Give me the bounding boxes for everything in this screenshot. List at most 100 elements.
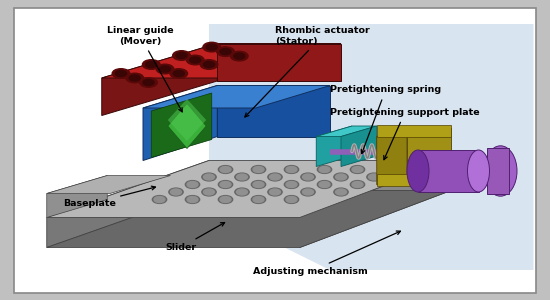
Circle shape: [352, 182, 363, 188]
Circle shape: [317, 166, 332, 173]
Polygon shape: [102, 44, 217, 116]
Circle shape: [202, 188, 216, 196]
Circle shape: [253, 167, 264, 172]
Circle shape: [129, 75, 140, 81]
Circle shape: [187, 182, 198, 188]
Circle shape: [154, 196, 165, 202]
Polygon shape: [47, 190, 451, 248]
Circle shape: [204, 189, 214, 195]
Circle shape: [350, 166, 365, 173]
Circle shape: [160, 66, 170, 72]
Circle shape: [176, 52, 187, 59]
Polygon shape: [316, 126, 377, 136]
Text: Pretightening support plate: Pretightening support plate: [330, 108, 480, 160]
Circle shape: [336, 174, 346, 180]
Circle shape: [270, 174, 280, 180]
Polygon shape: [47, 160, 451, 218]
Polygon shape: [47, 176, 107, 218]
Polygon shape: [168, 99, 206, 141]
Polygon shape: [316, 126, 352, 167]
Polygon shape: [168, 103, 206, 148]
Polygon shape: [102, 44, 341, 78]
Polygon shape: [217, 85, 330, 136]
Polygon shape: [377, 174, 451, 186]
Circle shape: [235, 173, 249, 181]
Circle shape: [203, 42, 221, 52]
Circle shape: [302, 174, 313, 180]
Circle shape: [116, 70, 127, 76]
Circle shape: [190, 57, 201, 63]
Polygon shape: [377, 128, 451, 136]
Circle shape: [220, 49, 231, 55]
Circle shape: [218, 196, 233, 203]
Text: Slider: Slider: [165, 223, 224, 252]
Circle shape: [336, 189, 346, 195]
Circle shape: [173, 70, 184, 76]
Circle shape: [235, 188, 249, 196]
Circle shape: [156, 64, 174, 74]
Text: Baseplate: Baseplate: [63, 186, 156, 208]
Circle shape: [202, 173, 216, 181]
Circle shape: [220, 182, 231, 188]
Polygon shape: [143, 85, 330, 108]
Circle shape: [204, 174, 214, 180]
Circle shape: [251, 196, 266, 203]
Circle shape: [187, 196, 198, 202]
Circle shape: [334, 173, 348, 181]
Polygon shape: [300, 160, 451, 247]
Circle shape: [270, 189, 280, 195]
Circle shape: [284, 196, 299, 203]
Circle shape: [251, 166, 266, 173]
Polygon shape: [407, 128, 451, 176]
Circle shape: [352, 167, 363, 172]
Circle shape: [251, 181, 266, 188]
Circle shape: [253, 182, 264, 188]
Circle shape: [146, 61, 157, 68]
Polygon shape: [377, 124, 451, 136]
Circle shape: [140, 78, 157, 87]
Circle shape: [302, 189, 313, 195]
Circle shape: [234, 53, 245, 59]
Circle shape: [218, 181, 233, 188]
Polygon shape: [377, 128, 407, 184]
Circle shape: [170, 69, 188, 78]
Circle shape: [200, 60, 218, 69]
Ellipse shape: [407, 150, 429, 192]
Polygon shape: [377, 176, 451, 184]
Circle shape: [368, 174, 379, 180]
FancyBboxPatch shape: [14, 8, 536, 292]
Text: Rhombic actuator
(Stator): Rhombic actuator (Stator): [245, 26, 370, 117]
Polygon shape: [47, 176, 170, 194]
Bar: [418, 150, 478, 192]
Circle shape: [220, 167, 231, 172]
Polygon shape: [209, 160, 451, 190]
Circle shape: [173, 51, 190, 60]
Text: Linear guide
(Mover): Linear guide (Mover): [107, 26, 182, 112]
Circle shape: [319, 182, 330, 188]
Text: Adjusting mechanism: Adjusting mechanism: [253, 231, 400, 276]
Ellipse shape: [484, 146, 517, 196]
Circle shape: [204, 61, 214, 68]
Circle shape: [230, 51, 248, 61]
Circle shape: [112, 69, 130, 78]
Circle shape: [169, 188, 183, 196]
Circle shape: [301, 188, 315, 196]
Circle shape: [143, 80, 154, 85]
Circle shape: [152, 196, 167, 203]
Polygon shape: [217, 44, 341, 81]
Circle shape: [217, 47, 234, 56]
Polygon shape: [47, 160, 209, 247]
Circle shape: [268, 173, 282, 181]
Text: Pretightening spring: Pretightening spring: [330, 85, 441, 154]
Circle shape: [284, 181, 299, 188]
Circle shape: [319, 167, 330, 172]
Circle shape: [350, 181, 365, 188]
Circle shape: [220, 196, 231, 202]
Circle shape: [236, 174, 248, 180]
Circle shape: [142, 60, 160, 69]
Circle shape: [286, 182, 297, 188]
Circle shape: [185, 181, 200, 188]
Polygon shape: [209, 24, 534, 270]
Circle shape: [286, 196, 297, 202]
Circle shape: [301, 173, 315, 181]
